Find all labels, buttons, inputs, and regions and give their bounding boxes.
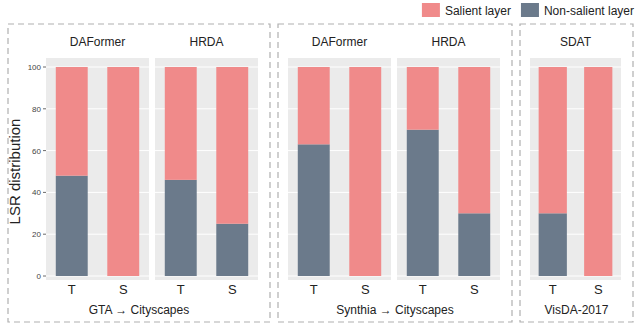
legend-swatch	[422, 3, 440, 17]
group-box	[278, 24, 512, 322]
x-tick-label: T	[310, 282, 318, 297]
chart: LSR distribution GTA → Cityscapes DAFormer…	[0, 0, 640, 331]
panel-title: DAFormer	[312, 35, 367, 49]
y-tick	[43, 108, 46, 109]
bar	[349, 67, 381, 276]
bar	[165, 67, 197, 180]
bar	[216, 67, 248, 224]
bars	[56, 67, 139, 276]
panel-background	[530, 58, 621, 280]
x-tick-label: T	[549, 282, 557, 297]
y-tick-label: 0	[37, 272, 42, 281]
y-tick-label: 40	[32, 188, 41, 197]
y-tick	[43, 192, 46, 193]
x-tick-label: T	[177, 282, 185, 297]
panel-title: HRDA	[431, 35, 465, 49]
bar	[107, 67, 139, 276]
bar	[458, 213, 490, 276]
y-tick-label: 20	[32, 230, 41, 239]
y-axis-label: LSR distribution	[6, 119, 23, 225]
bar	[56, 176, 88, 276]
group-box	[520, 24, 633, 322]
x-tick-label: T	[68, 282, 76, 297]
legend: Salient layer Non-salient layer	[422, 3, 634, 18]
group-label: VisDA-2017	[545, 303, 609, 317]
x-tick-label: S	[470, 282, 479, 297]
bar	[216, 224, 248, 276]
legend-label: Salient layer	[445, 4, 511, 18]
bar	[298, 144, 330, 276]
bar	[165, 180, 197, 276]
bars	[407, 67, 490, 276]
y-tick-label: 80	[32, 105, 41, 114]
bar	[407, 130, 439, 276]
bar	[56, 67, 88, 176]
legend-label: Non-salient layer	[544, 4, 634, 18]
bar	[298, 67, 330, 144]
y-tick	[43, 67, 46, 68]
panel-title: HRDA	[189, 35, 223, 49]
y-tick-label: 60	[32, 147, 41, 156]
bar	[539, 213, 567, 276]
y-tick	[43, 150, 46, 151]
panel-title: SDAT	[560, 35, 592, 49]
x-tick-label: S	[594, 282, 603, 297]
y-tick	[43, 234, 46, 235]
panel-title: DAFormer	[70, 35, 125, 49]
group-box	[8, 24, 270, 322]
x-tick-label: S	[361, 282, 370, 297]
y-tick-label: 100	[28, 63, 42, 72]
panel-background	[46, 58, 149, 280]
bars	[165, 67, 248, 276]
group-label: GTA → Cityscapes	[89, 303, 189, 317]
bar	[458, 67, 490, 213]
bars	[539, 67, 613, 276]
y-tick	[43, 276, 46, 277]
group-label: Synthia → Cityscapes	[336, 303, 453, 317]
bar	[539, 67, 567, 213]
panel-background	[288, 58, 391, 280]
bar	[584, 67, 612, 276]
legend-swatch	[521, 3, 539, 17]
bar	[407, 67, 439, 130]
x-tick-label: S	[119, 282, 128, 297]
bars	[298, 67, 381, 276]
panel-background	[155, 58, 258, 280]
x-tick-label: T	[419, 282, 427, 297]
panel-background	[397, 58, 500, 280]
x-tick-label: S	[228, 282, 237, 297]
